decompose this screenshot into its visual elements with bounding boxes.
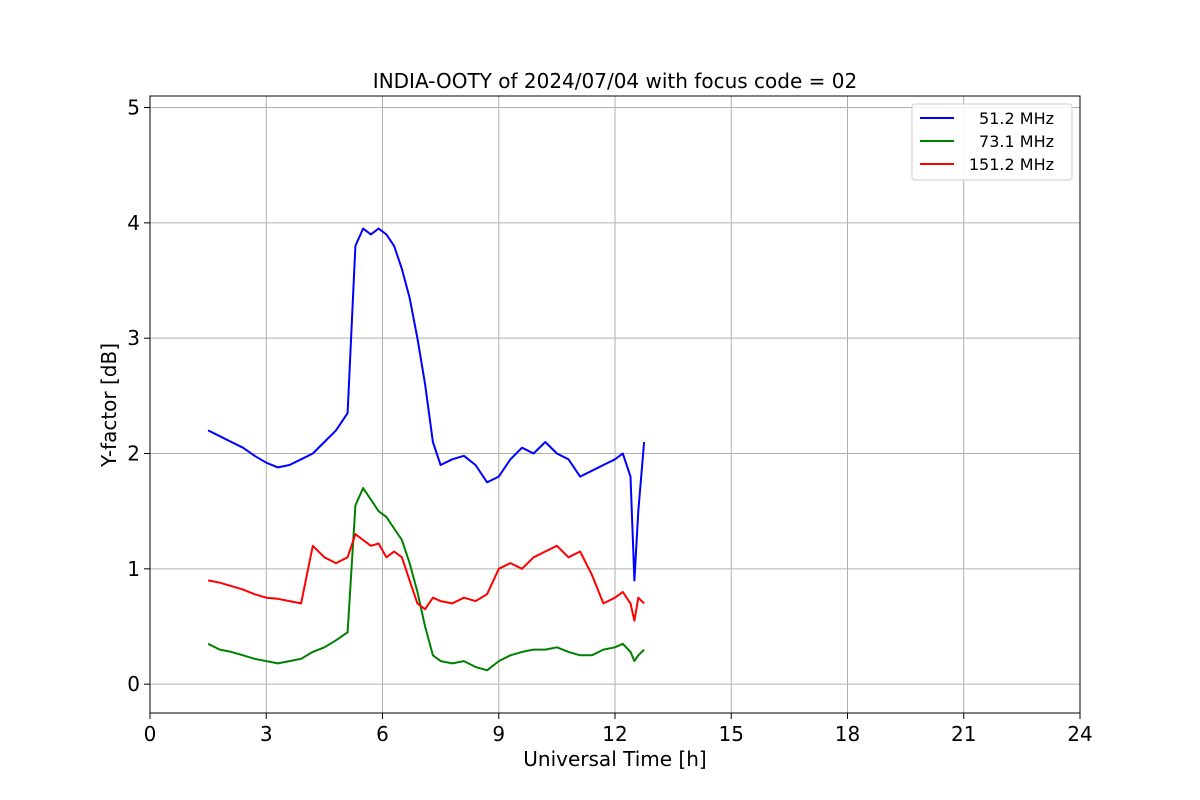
x-tick-label: 24 bbox=[1067, 722, 1092, 746]
y-axis-label: Y-factor [dB] bbox=[97, 343, 121, 468]
x-tick-label: 9 bbox=[492, 722, 505, 746]
x-axis-label: Universal Time [h] bbox=[523, 747, 706, 771]
series-line-151_2-mhz bbox=[207, 533, 645, 622]
y-tick-label: 0 bbox=[127, 672, 140, 696]
series-line-51_2-mhz bbox=[207, 227, 646, 582]
y-tick-label: 3 bbox=[127, 326, 140, 350]
x-tick-label: 12 bbox=[602, 722, 627, 746]
x-tick-label: 0 bbox=[144, 722, 157, 746]
x-tick-label: 21 bbox=[951, 722, 976, 746]
legend-label: 73.1 MHz bbox=[979, 132, 1054, 151]
y-tick-label: 5 bbox=[127, 96, 140, 120]
legend-label: 151.2 MHz bbox=[969, 155, 1054, 174]
x-tick-label: 15 bbox=[719, 722, 744, 746]
y-tick-label: 4 bbox=[127, 211, 140, 235]
y-tick-label: 1 bbox=[127, 557, 140, 581]
legend-label: 51.2 MHz bbox=[979, 109, 1054, 128]
plot-lines bbox=[207, 227, 646, 672]
legend: 51.2 MHz 73.1 MHz 151.2 MHz bbox=[911, 103, 1073, 181]
chart-title: INDIA-OOTY of 2024/07/04 with focus code… bbox=[373, 69, 857, 93]
x-tick-label: 6 bbox=[376, 722, 389, 746]
series-line-73_1-mhz bbox=[207, 487, 645, 672]
y-tick-label: 2 bbox=[127, 442, 140, 466]
x-tick-label: 3 bbox=[260, 722, 273, 746]
x-tick-label: 18 bbox=[835, 722, 860, 746]
legend-box bbox=[911, 103, 1073, 181]
